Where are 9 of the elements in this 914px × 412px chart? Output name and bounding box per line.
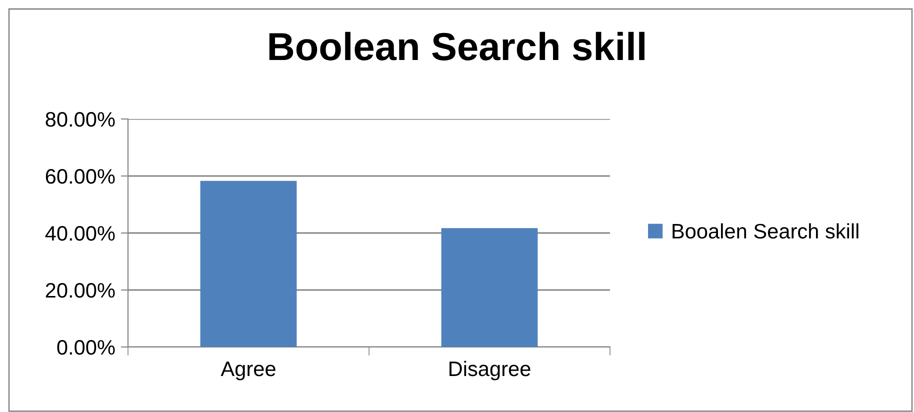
- y-tick-label: 40.00%: [45, 226, 115, 241]
- legend-label: Booalen Search skill: [672, 223, 858, 239]
- chart-title: Boolean Search skill: [269, 32, 644, 60]
- y-tick-label: 80.00%: [46, 112, 115, 127]
- x-tick-label: Agree: [220, 362, 276, 380]
- y-tick-label: 0.00%: [57, 340, 115, 355]
- y-tick-label: 60.00%: [46, 169, 115, 184]
- x-tick-label: Disagree: [450, 360, 530, 380]
- y-tick-label: 20.00%: [46, 283, 115, 298]
